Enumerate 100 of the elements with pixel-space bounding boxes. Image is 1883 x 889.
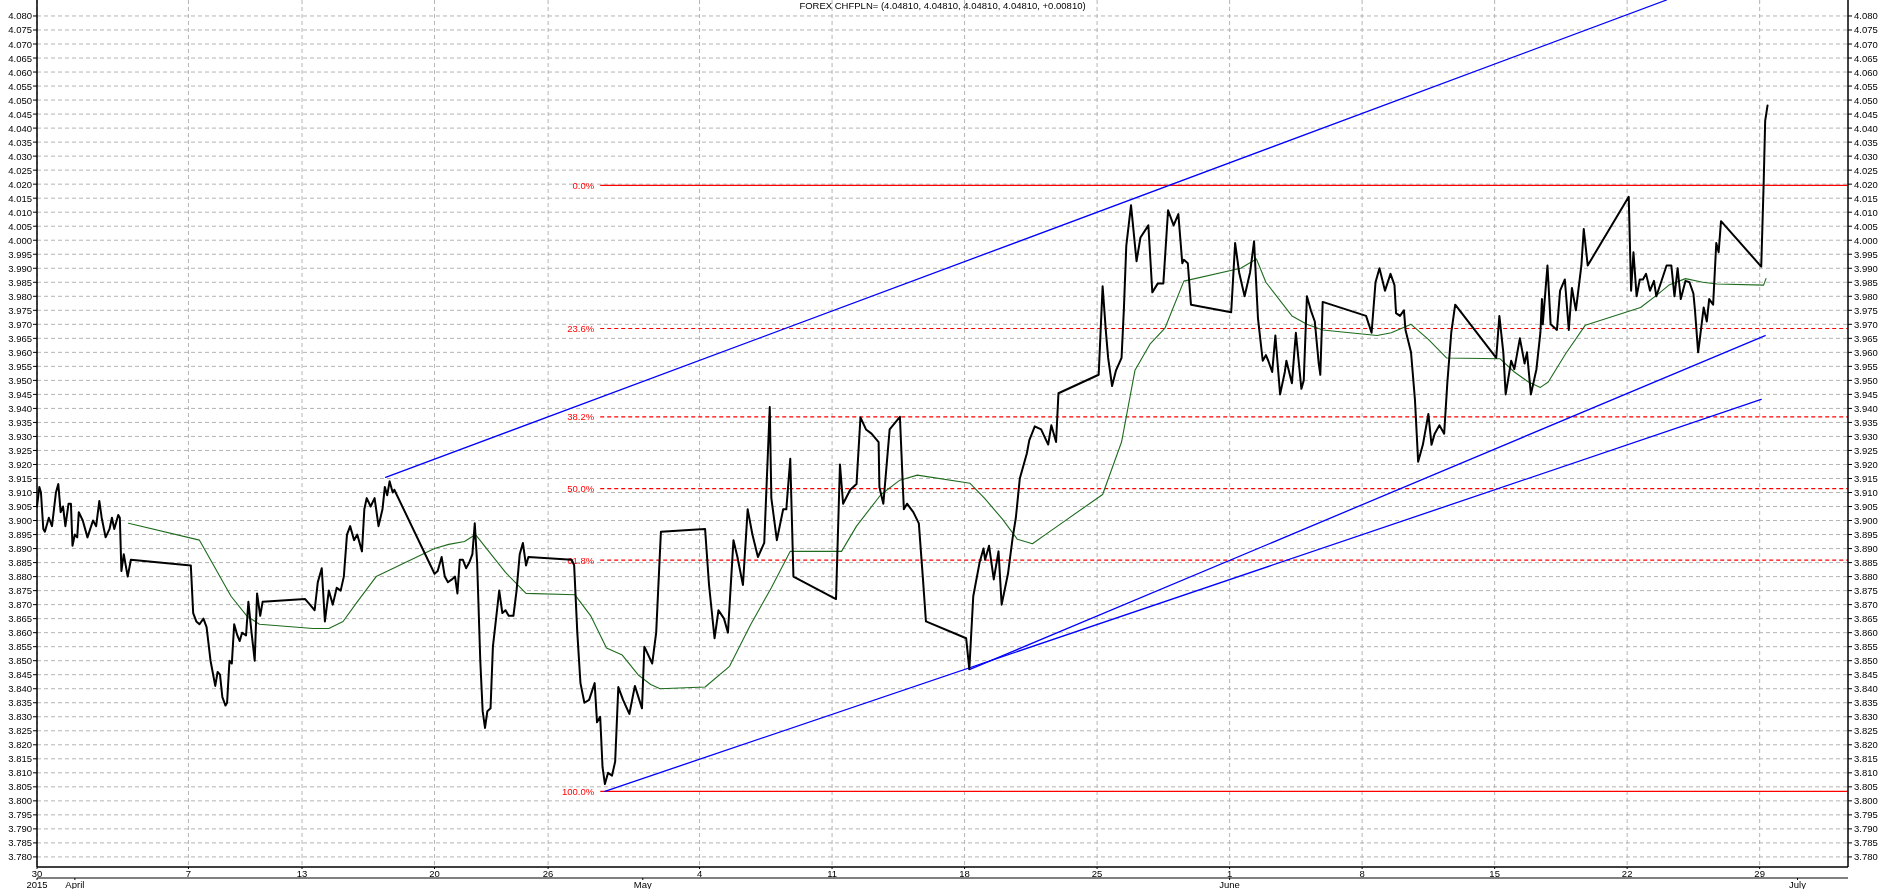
y-tick-label: 4.005 [8, 220, 32, 232]
y-tick-label: 3.840 [8, 683, 32, 695]
y2-tick-label: 4.035 [1854, 136, 1878, 148]
y2-tick-label: 3.845 [1854, 669, 1878, 681]
x2-tick-label: 2015 [26, 879, 48, 889]
y2-tick-label: 3.785 [1854, 837, 1878, 849]
y-tick-label: 3.805 [8, 781, 32, 793]
y2-tick-label: 3.810 [1854, 767, 1878, 779]
y2-tick-label: 3.870 [1854, 599, 1878, 611]
y2-tick-label: 3.940 [1854, 402, 1878, 414]
y2-tick-label: 3.895 [1854, 529, 1878, 541]
chart-title: FOREX CHFPLN= (4.04810, 4.04810, 4.04810, 4.04810, +0.00810) [799, 0, 1086, 11]
annotation: 0.0% [572, 179, 595, 191]
y2-tick-label: 4.000 [1854, 234, 1878, 246]
y-tick-label: 4.010 [8, 206, 32, 218]
x-tick-label: 18 [959, 867, 970, 879]
x-tick-label: 4 [696, 867, 703, 879]
y-tick-label: 3.980 [8, 290, 32, 302]
y-tick-label: 4.060 [8, 66, 32, 78]
x-tick-label: 22 [1621, 867, 1633, 879]
y-tick-label: 4.000 [8, 234, 32, 246]
y2-tick-label: 3.980 [1854, 290, 1878, 302]
y-tick-label: 3.975 [8, 304, 32, 316]
y-tick-label: 3.880 [8, 571, 32, 583]
y-tick-label: 4.030 [8, 150, 32, 162]
y-tick-label: 3.990 [8, 262, 32, 274]
x-tick-label: 8 [1359, 867, 1365, 879]
y2-tick-label: 3.995 [1854, 248, 1878, 260]
y-tick-label: 4.075 [8, 24, 32, 36]
y2-tick-label: 3.925 [1854, 444, 1878, 456]
y2-tick-label: 3.910 [1854, 487, 1878, 499]
y2-tick-label: 3.800 [1854, 795, 1878, 807]
y2-tick-label: 4.060 [1854, 66, 1878, 78]
y2-tick-label: 4.025 [1854, 164, 1878, 176]
y-tick-label: 3.960 [8, 346, 32, 358]
y-tick-label: 3.860 [8, 627, 32, 639]
y-tick-label: 3.835 [8, 697, 32, 709]
y-tick-label: 3.995 [8, 248, 32, 260]
y2-tick-label: 3.885 [1854, 557, 1878, 569]
x-tick-label: 20 [429, 867, 440, 879]
y2-tick-label: 3.965 [1854, 332, 1878, 344]
x-tick-label: 1 [1226, 867, 1233, 879]
y2-tick-label: 4.030 [1854, 150, 1878, 162]
y-tick-label: 3.810 [8, 767, 32, 779]
annotation: 61.8% [567, 554, 595, 566]
y-tick-label: 3.790 [8, 823, 32, 835]
y2-tick-label: 4.010 [1854, 206, 1878, 218]
y-tick-label: 4.015 [8, 192, 32, 204]
y2-tick-label: 3.970 [1854, 318, 1878, 330]
y2-tick-label: 4.040 [1854, 122, 1878, 134]
y-tick-label: 3.920 [8, 458, 32, 470]
y-tick-label: 3.950 [8, 374, 32, 386]
y-tick-label: 3.905 [8, 501, 32, 513]
x-tick-label: 13 [296, 867, 308, 879]
y2-tick-label: 4.055 [1854, 80, 1878, 92]
y-tick-label: 4.055 [8, 80, 32, 92]
y2-tick-label: 3.805 [1854, 781, 1878, 793]
y2-tick-label: 3.975 [1854, 304, 1878, 316]
y-tick-label: 4.065 [8, 52, 32, 64]
y2-tick-label: 3.930 [1854, 430, 1878, 442]
y2-tick-label: 3.860 [1854, 627, 1878, 639]
y2-tick-label: 3.820 [1854, 739, 1878, 751]
y-tick-label: 3.900 [8, 515, 32, 527]
annotation: 38.2% [567, 411, 595, 423]
y2-tick-label: 3.890 [1854, 543, 1878, 555]
y2-tick-label: 3.840 [1854, 683, 1878, 695]
y2-tick-label: 3.825 [1854, 725, 1878, 737]
y-tick-label: 3.785 [8, 837, 32, 849]
x-tick-label: 26 [542, 867, 554, 879]
y2-tick-label: 3.900 [1854, 515, 1878, 527]
y2-tick-label: 3.915 [1854, 472, 1878, 484]
annotation: 100.0% [561, 785, 595, 797]
y2-tick-label: 3.855 [1854, 641, 1878, 653]
y2-tick-label: 3.875 [1854, 585, 1878, 597]
y-tick-label: 3.970 [8, 318, 32, 330]
y2-tick-label: 3.945 [1854, 388, 1878, 400]
y-tick-label: 3.915 [8, 472, 32, 484]
y-tick-label: 4.045 [8, 108, 32, 120]
y-tick-label: 3.830 [8, 711, 32, 723]
y2-tick-label: 3.935 [1854, 416, 1878, 428]
y2-tick-label: 3.850 [1854, 655, 1878, 667]
y2-tick-label: 3.865 [1854, 613, 1878, 625]
y-tick-label: 3.780 [8, 851, 32, 863]
y-tick-label: 3.795 [8, 809, 32, 821]
y2-tick-label: 4.045 [1854, 108, 1878, 120]
y-tick-label: 3.895 [8, 529, 32, 541]
y2-tick-label: 3.960 [1854, 346, 1878, 358]
x2-tick-label: June [1219, 879, 1240, 889]
y-tick-label: 3.870 [8, 599, 32, 611]
x-tick-label: 25 [1091, 867, 1103, 879]
y-tick-label: 3.875 [8, 585, 32, 597]
annotation: 23.6% [567, 323, 595, 335]
y-tick-label: 3.855 [8, 641, 32, 653]
y2-tick-label: 3.780 [1854, 851, 1878, 863]
y-tick-label: 3.935 [8, 416, 32, 428]
y2-tick-label: 3.985 [1854, 276, 1878, 288]
y-tick-label: 3.820 [8, 739, 32, 751]
y-tick-label: 4.050 [8, 94, 32, 106]
y2-tick-label: 3.815 [1854, 753, 1878, 765]
y2-tick-label: 3.795 [1854, 809, 1878, 821]
